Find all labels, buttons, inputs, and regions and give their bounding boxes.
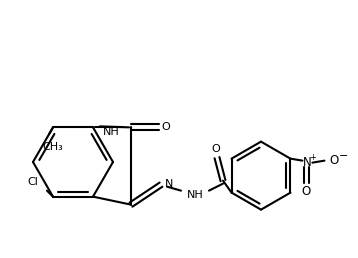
Text: O: O	[302, 185, 311, 198]
Text: Cl: Cl	[28, 177, 38, 187]
Text: O: O	[161, 122, 170, 132]
Text: NH: NH	[187, 190, 203, 200]
Text: O: O	[212, 144, 221, 154]
Text: NH: NH	[103, 127, 119, 137]
Text: N: N	[165, 179, 173, 189]
Text: N: N	[303, 156, 312, 169]
Text: CH₃: CH₃	[43, 142, 63, 152]
Text: O: O	[330, 154, 339, 167]
Text: +: +	[309, 153, 316, 162]
Text: −: −	[339, 151, 348, 161]
